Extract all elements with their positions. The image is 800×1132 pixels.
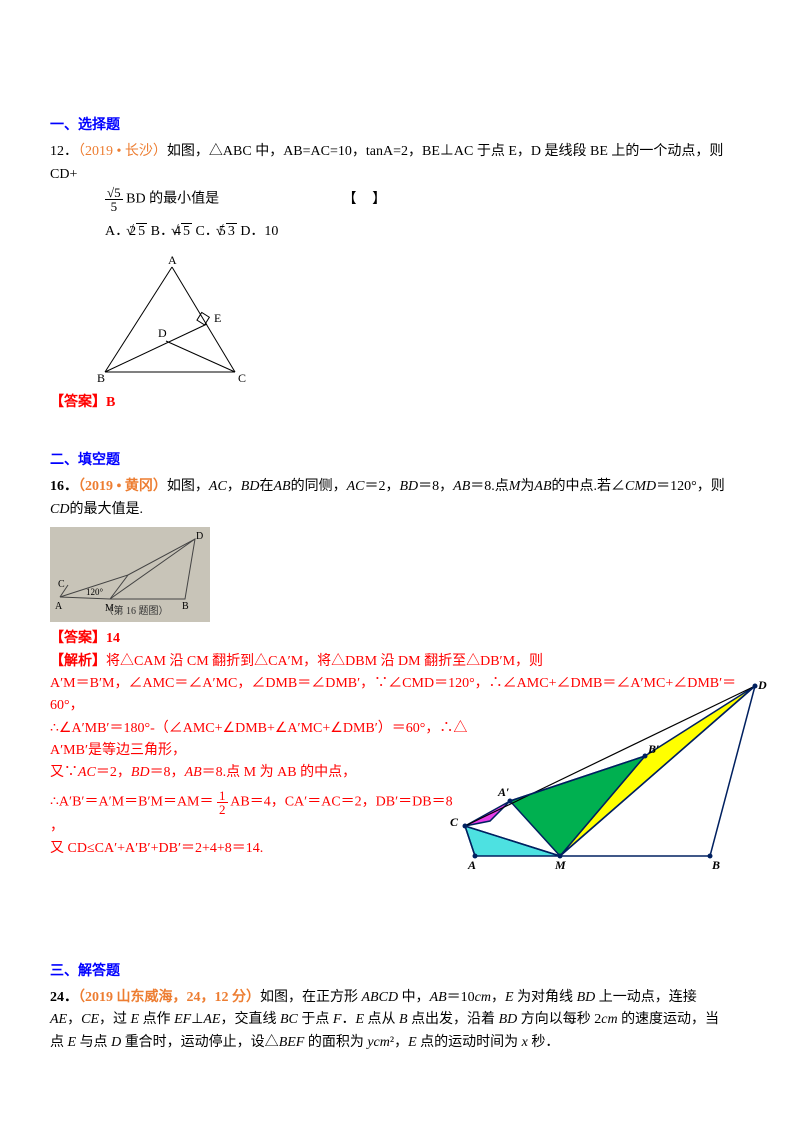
figure-colored-diagram: A M B D C A′ B′ [440,671,770,871]
section1-title: 一、选择题 [50,115,750,137]
svg-text:B: B [711,858,720,871]
q12-source: （2019 • 长沙） [78,144,167,159]
section3-title: 三、解答题 [50,961,750,983]
svg-text:A: A [168,253,177,267]
section2-title: 二、填空题 [50,450,750,472]
q12-answer: 【答案】B [50,392,750,414]
q24-block: 24．（2019 山东威海，24，12 分）如图，在正方形 ABCD 中，AB＝… [50,987,750,1054]
q16-analysis: 【解析】将△CAM 沿 CM 翻折到△CA′M，将△DBM 沿 DM 翻折至△D… [50,651,750,861]
q16-source: （2019 • 黄冈） [78,479,167,494]
q16-answer: 【答案】14 [50,628,750,650]
svg-text:C: C [450,815,459,829]
q12-options: A．25 B．45 C．53 D．10 [105,221,750,243]
q16-small-figure: A M B D C 120° （第 16 题图） [50,527,210,622]
q24-num: 24． [50,990,78,1005]
svg-text:120°: 120° [86,587,104,597]
svg-text:D: D [158,326,167,340]
svg-text:D: D [196,531,203,542]
svg-text:A′: A′ [497,785,509,799]
svg-text:C: C [58,579,65,590]
q16-num: 16． [50,479,78,494]
q24-source: （2019 山东威海，24，12 分） [78,990,260,1005]
svg-text:B′: B′ [647,742,659,756]
q12-block: 12．（2019 • 长沙）如图，△ABC 中，AB=AC=10，tanA=2，… [50,141,750,243]
svg-text:E: E [214,311,221,325]
svg-text:A: A [467,858,476,871]
q12-stem-b: BD 的最小值是 [126,192,219,207]
opt-d: D．10 [240,224,278,239]
svg-text:D: D [757,678,767,692]
q12-num: 12． [50,144,78,159]
figure-triangle: A B C D E [90,252,265,392]
q12-brackets: 【 】 [343,189,393,211]
svg-text:B: B [97,371,105,385]
q12-frac: √55 [105,186,123,213]
q16-block: 16．（2019 • 黄冈）如图，AC，BD在AB的同侧，AC＝2，BD＝8，A… [50,476,750,521]
svg-text:M: M [554,858,566,871]
svg-text:C: C [238,371,246,385]
